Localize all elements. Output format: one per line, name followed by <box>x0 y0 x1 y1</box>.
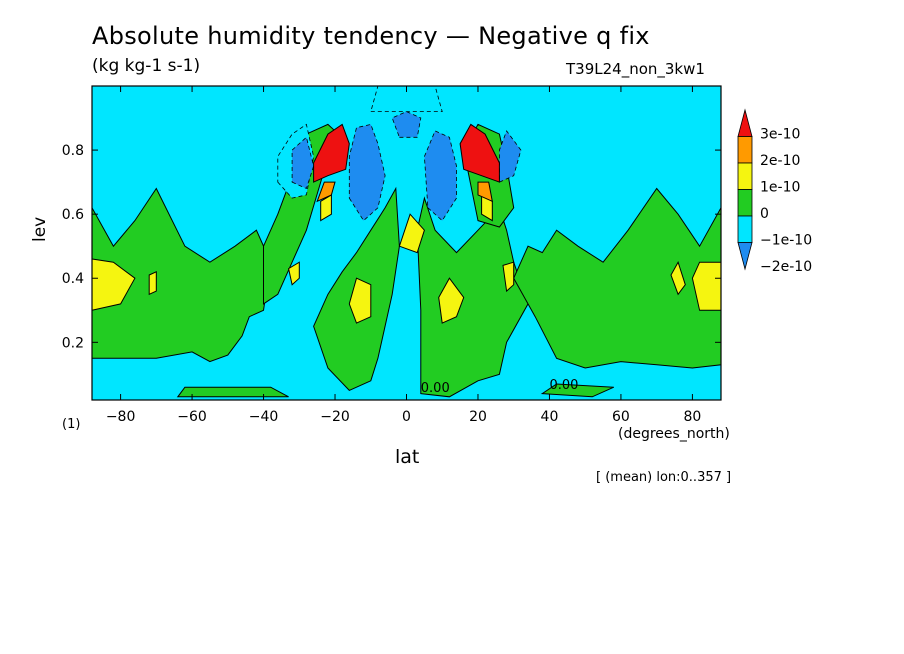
legend-label: 3e-10 <box>760 127 800 143</box>
count-label: (1) <box>62 417 81 432</box>
contour-region-level-m2 <box>291 136 315 190</box>
contour-region-level-m2 <box>498 130 522 183</box>
run-id-label: T39L24_non_3kw1 <box>566 60 705 78</box>
legend-swatch <box>737 162 753 190</box>
contour-region-level-m2 <box>423 130 457 222</box>
y-tick-label: 0.4 <box>62 271 84 287</box>
x-tick-label: −60 <box>177 409 207 425</box>
color-legend: 3e-10 2e-10 1e-10 0 −1e-10 −2e-10 <box>737 108 812 275</box>
contour-region-level-1 <box>348 277 372 324</box>
contour-region-level-1 <box>398 213 425 254</box>
x-tick-label: −40 <box>249 409 279 425</box>
legend-swatch <box>737 215 753 243</box>
legend-swatch <box>737 242 753 271</box>
chart-units: (kg kg-1 s-1) <box>92 56 201 76</box>
mean-label: [ (mean) lon:0..357 ] <box>596 470 732 485</box>
y-tick-label: 0.6 <box>62 207 84 223</box>
contour-region-level-0 <box>513 187 722 369</box>
contour-region-level-1 <box>288 261 300 286</box>
legend-label: 0 <box>760 206 769 222</box>
legend-swatch <box>737 108 753 137</box>
contour-region-level-0 <box>540 383 615 398</box>
legend-swatch <box>737 136 753 164</box>
legend-label: 1e-10 <box>760 180 800 196</box>
contour-region-level-1 <box>438 277 465 324</box>
contour-region-level-2 <box>316 181 336 203</box>
x-axis-label: lat <box>395 446 420 468</box>
x-tick-label: −20 <box>320 409 350 425</box>
legend-swatch <box>737 189 753 217</box>
contour-region-level-1 <box>148 271 157 296</box>
x-tick-label: −80 <box>106 409 136 425</box>
contour-region-level-m2 <box>391 111 422 138</box>
legend-label: −2e-10 <box>760 259 812 275</box>
contour-region-level-3 <box>313 123 350 183</box>
x-tick-label: 80 <box>683 409 701 425</box>
x-axis-unit: (degrees_north) <box>618 426 730 442</box>
y-tick-label: 0.8 <box>62 143 84 159</box>
x-tick-label: 0 <box>402 409 411 425</box>
contour-region-level-0 <box>176 386 289 398</box>
contour-region-level-1 <box>502 261 515 293</box>
contour-region-level-2 <box>477 181 493 203</box>
legend-label: −1e-10 <box>760 233 812 249</box>
y-tick-label: 0.2 <box>62 335 84 351</box>
legend-label: 2e-10 <box>760 153 800 169</box>
contour-region-level-m1 <box>370 85 443 112</box>
x-tick-label: 40 <box>541 409 559 425</box>
contour-value-label: 0.00 <box>421 381 450 396</box>
contour-region-level-3 <box>459 123 500 183</box>
contour-region-level-1 <box>691 261 722 311</box>
x-tick-label: 20 <box>469 409 487 425</box>
x-tick-label: 60 <box>612 409 630 425</box>
contour-value-label: 0.00 <box>549 378 578 393</box>
contour-region-level-1 <box>670 260 686 296</box>
contour-region-level-m2 <box>348 123 386 222</box>
chart-title: Absolute humidity tendency — Negative q … <box>92 22 650 50</box>
